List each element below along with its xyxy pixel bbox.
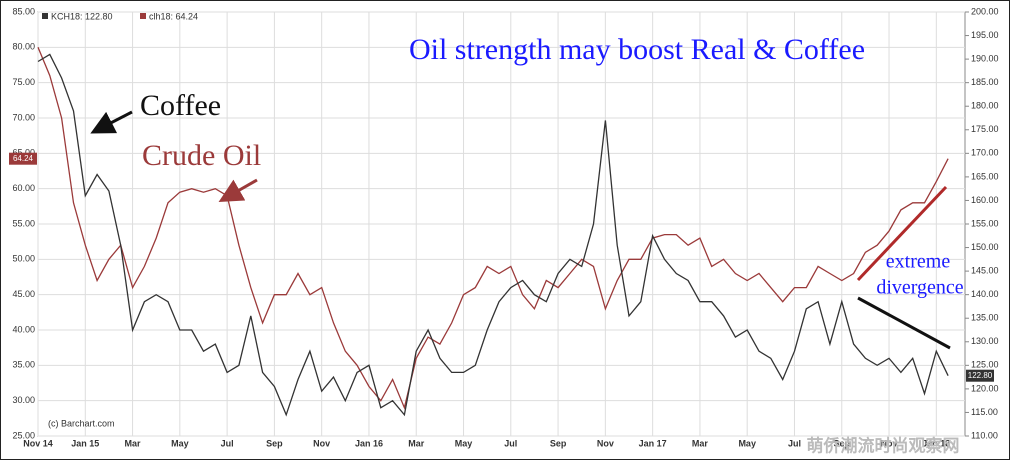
- arrow: [218, 178, 258, 202]
- y-tick-label: 70.00: [12, 112, 35, 122]
- x-tick-label: Jan 16: [355, 438, 383, 448]
- y2-tick-label: 145.00: [971, 265, 999, 275]
- x-tick-label: Jan 18: [922, 438, 950, 448]
- watermark: 萌侨潮流时尚观察网: [807, 435, 960, 455]
- x-tick-label: Jan 17: [639, 438, 667, 448]
- last-value-label: 122.80: [968, 371, 993, 380]
- x-tick-label: Nov 14: [23, 438, 53, 448]
- x-tick-label: Jul: [221, 438, 234, 448]
- x-tick-label: Sep: [834, 438, 851, 448]
- y2-tick-label: 125.00: [971, 360, 999, 370]
- trend-line: [857, 296, 951, 350]
- y2-tick-label: 190.00: [971, 53, 999, 63]
- x-tick-label: Sep: [266, 438, 283, 448]
- y2-tick-label: 160.00: [971, 195, 999, 205]
- x-tick-label: May: [171, 438, 189, 448]
- x-tick-label: Jul: [504, 438, 517, 448]
- annotation-divergence: divergence: [876, 277, 963, 299]
- last-value-box: [966, 369, 994, 382]
- x-tick-label: Nov: [881, 438, 898, 448]
- line-series: [37, 47, 949, 410]
- x-tick-label: Sep: [550, 438, 567, 448]
- y2-tick-label: 200.00: [971, 6, 999, 16]
- y2-tick-label: 170.00: [971, 148, 999, 158]
- x-tick-label: Jan 15: [71, 438, 99, 448]
- y2-tick-label: 195.00: [971, 30, 999, 40]
- y-tick-label: 35.00: [12, 360, 35, 370]
- y2-tick-label: 110.00: [971, 430, 998, 440]
- legend-swatch: [42, 13, 48, 19]
- legend-swatch: [140, 13, 146, 19]
- x-tick-label: Nov: [313, 438, 330, 448]
- y2-tick-label: 165.00: [971, 171, 999, 181]
- annotation-crude-oil: Crude Oil: [142, 139, 261, 172]
- y2-tick-label: 140.00: [971, 289, 999, 299]
- y-tick-label: 75.00: [12, 77, 35, 87]
- last-value-box: [9, 152, 37, 165]
- x-tick-label: Mar: [692, 438, 709, 448]
- y2-tick-label: 155.00: [971, 218, 999, 228]
- y2-tick-label: 130.00: [971, 336, 999, 346]
- y2-tick-label: 175.00: [971, 124, 999, 134]
- y2-tick-label: 150.00: [971, 242, 999, 252]
- y-tick-label: 85.00: [12, 6, 35, 16]
- legend-label: clh18: 64.24: [149, 11, 198, 21]
- x-tick-label: Nov: [597, 438, 614, 448]
- y-tick-label: 40.00: [12, 324, 35, 334]
- annotation-coffee: Coffee: [140, 89, 221, 122]
- y-tick-label: 80.00: [12, 42, 35, 52]
- y-tick-label: 55.00: [12, 218, 35, 228]
- legend-label: KCH18: 122.80: [51, 11, 113, 21]
- x-tick-label: Mar: [408, 438, 425, 448]
- x-tick-label: May: [738, 438, 756, 448]
- chart-title: Oil strength may boost Real & Coffee: [409, 33, 865, 66]
- y2-tick-label: 135.00: [971, 313, 999, 323]
- y2-tick-label: 180.00: [971, 101, 999, 111]
- trend-line: [856, 185, 948, 282]
- x-tick-label: Mar: [125, 438, 142, 448]
- annotation-extreme: extreme: [886, 251, 951, 273]
- source-note: (c) Barchart.com: [48, 418, 115, 428]
- y-tick-label: 25.00: [12, 430, 35, 440]
- y2-tick-label: 120.00: [971, 383, 999, 393]
- y-tick-label: 45.00: [12, 289, 35, 299]
- y-tick-label: 60.00: [12, 183, 35, 193]
- y2-tick-label: 115.00: [971, 407, 998, 417]
- x-tick-label: Jul: [788, 438, 801, 448]
- y-tick-label: 50.00: [12, 254, 35, 264]
- x-tick-label: May: [455, 438, 473, 448]
- line-series: [37, 53, 949, 417]
- y-tick-label: 30.00: [12, 395, 35, 405]
- arrow: [90, 110, 133, 134]
- last-value-label: 64.24: [13, 154, 34, 163]
- y2-tick-label: 185.00: [971, 77, 999, 87]
